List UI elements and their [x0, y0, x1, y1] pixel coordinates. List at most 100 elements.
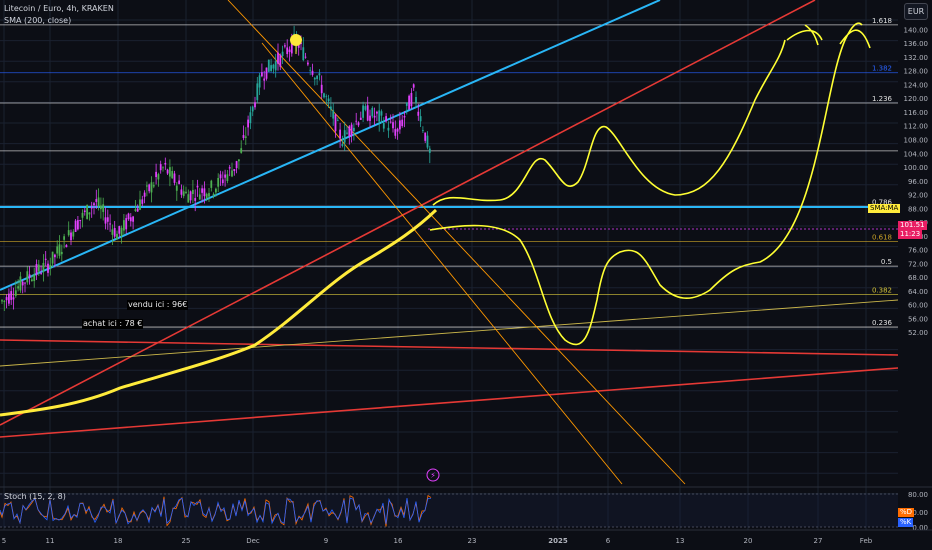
- candle-body: [334, 114, 337, 132]
- sma-legend[interactable]: SMA (200, close): [4, 16, 72, 25]
- time-axis-label: 9: [324, 537, 328, 545]
- candle-body: [86, 205, 88, 219]
- candle-body: [210, 180, 213, 188]
- candle-body: [49, 264, 52, 268]
- candle-body: [428, 148, 431, 153]
- candle-body: [251, 106, 254, 112]
- candle-body: [415, 97, 417, 103]
- candle-body: [284, 45, 286, 47]
- price-axis-label: 112.00: [904, 123, 929, 131]
- time-axis-label: 25: [182, 537, 191, 545]
- candle-body: [187, 194, 190, 203]
- candle-body: [97, 197, 100, 207]
- price-axis-label: 132.00: [904, 54, 929, 62]
- currency-button[interactable]: EUR: [904, 3, 928, 20]
- candle-body: [279, 54, 282, 67]
- event-bolt-glyph: ⚡: [430, 471, 436, 480]
- candle-body: [330, 106, 332, 110]
- candle-body: [258, 75, 261, 88]
- candle-body: [392, 122, 394, 129]
- price-axis-label: 140.00: [904, 26, 929, 34]
- candle-body: [60, 251, 63, 255]
- candle-body: [139, 199, 141, 210]
- candle-body: [47, 263, 49, 273]
- fib-level-label: 0.236: [872, 319, 893, 327]
- buy-annotation[interactable]: achat ici : 78 €: [82, 319, 144, 329]
- candle-body: [362, 105, 364, 118]
- candle-body: [166, 169, 169, 174]
- fib-level-label: 0.382: [872, 286, 892, 294]
- time-axis-label: 6: [606, 537, 611, 545]
- candle-body: [426, 135, 429, 148]
- candle-body: [274, 61, 277, 71]
- candle-body: [394, 129, 397, 136]
- price-axis-label: 76.00: [908, 247, 928, 255]
- candle-series: [1, 25, 431, 312]
- candle-body: [162, 167, 164, 169]
- candle-body: [79, 219, 82, 222]
- candle-body: [31, 279, 33, 281]
- candle-body: [129, 217, 132, 222]
- sell-annotation[interactable]: vendu ici : 96€: [127, 300, 189, 310]
- red-trend-line-lower: [0, 367, 899, 438]
- candle-body: [192, 189, 194, 195]
- candle-body: [58, 244, 61, 256]
- price-axis-label: 96.00: [908, 178, 928, 186]
- candle-body: [81, 212, 84, 218]
- candle-body: [373, 115, 376, 118]
- price-axis-label: 100.00: [904, 164, 929, 172]
- price-axis-label: 72.00: [908, 260, 928, 268]
- candle-body: [178, 180, 180, 184]
- candle-body: [100, 205, 102, 210]
- candle-body: [72, 231, 75, 237]
- candle-body: [323, 93, 325, 98]
- candle-body: [355, 120, 358, 122]
- candle-body: [231, 170, 233, 177]
- time-axis-label: 18: [114, 537, 123, 545]
- candle-body: [235, 161, 238, 169]
- candle-body: [304, 56, 307, 58]
- candle-body: [387, 127, 390, 131]
- cyan-channel-line: [0, 0, 661, 291]
- candle-body: [341, 143, 344, 146]
- projection-path-lower: [429, 22, 871, 346]
- time-axis-label: Dec: [246, 537, 260, 545]
- candle-body: [215, 188, 217, 193]
- candle-body: [267, 59, 270, 72]
- candle-body: [348, 126, 351, 137]
- candle-body: [8, 293, 10, 304]
- time-axis-label: 16: [394, 537, 403, 545]
- stoch-band: [0, 494, 898, 527]
- candle-body: [102, 204, 105, 212]
- candle-body: [408, 95, 410, 110]
- event-bolt-icon: [426, 468, 440, 482]
- candle-body: [173, 173, 176, 183]
- candle-body: [226, 174, 229, 181]
- candle-body: [309, 69, 312, 71]
- candle-body: [410, 93, 413, 107]
- candle-body: [136, 208, 139, 212]
- candle-body: [277, 52, 279, 64]
- stoch-legend[interactable]: Stoch (15, 2, 8): [4, 492, 66, 501]
- candle-body: [201, 188, 203, 193]
- candle-body: [343, 130, 346, 143]
- candle-body: [127, 213, 130, 220]
- candle-body: [10, 291, 13, 300]
- candle-body: [286, 47, 289, 55]
- time-axis-label: 13: [676, 537, 685, 545]
- sma-price-tag: SMA:MA: [868, 204, 901, 213]
- stoch-k-tag: %K: [898, 518, 914, 527]
- candle-body: [74, 220, 77, 232]
- candle-body: [290, 37, 293, 54]
- fib-level-label: 0.786: [872, 198, 893, 206]
- stoch-axis-label: 80.00: [908, 491, 928, 499]
- candle-body: [182, 191, 185, 197]
- candle-body: [378, 110, 381, 122]
- stoch-axis-label: 40.00: [908, 509, 928, 517]
- candle-body: [369, 115, 371, 121]
- candle-body: [40, 273, 42, 274]
- candle-body: [219, 174, 222, 179]
- time-axis-label: 5: [2, 537, 6, 545]
- price-axis-label: 88.00: [908, 205, 928, 213]
